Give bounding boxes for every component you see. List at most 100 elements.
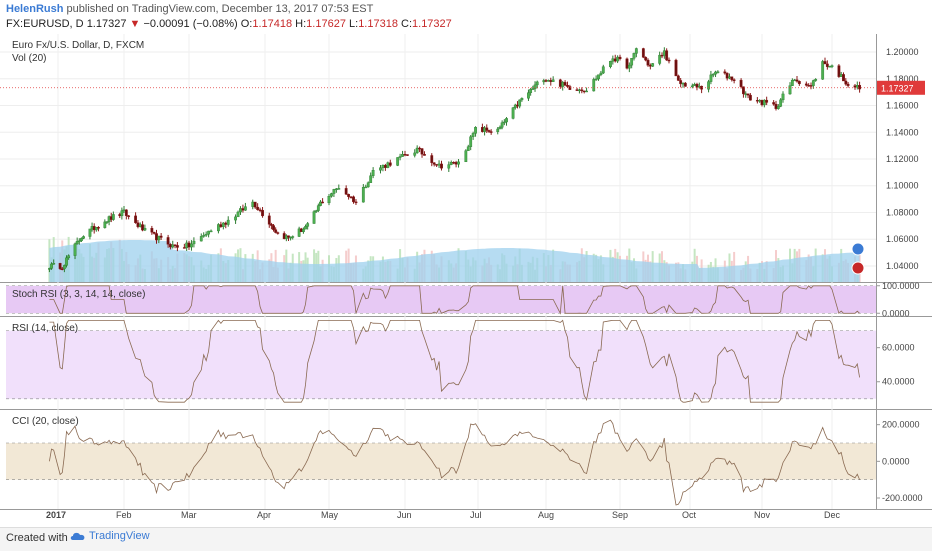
candle-body (807, 85, 811, 87)
candle-body (62, 265, 66, 270)
candle-body (746, 93, 750, 96)
candle-body (204, 233, 208, 236)
time-axis-label: Nov (754, 510, 771, 520)
candle-body (551, 79, 555, 82)
candle-body (681, 82, 685, 85)
candle-body (625, 58, 629, 69)
candle-body (454, 162, 458, 165)
candle-body (809, 85, 813, 87)
candle-body (561, 82, 565, 87)
candle-body (155, 233, 158, 241)
candle-body (423, 154, 426, 156)
candle-body (585, 90, 588, 93)
candle-body (814, 79, 818, 81)
candle-body (67, 255, 71, 259)
down-arrow-icon: ▼ (129, 18, 141, 30)
candle-body (632, 53, 636, 59)
candle-body (354, 201, 358, 204)
candle-body (594, 78, 598, 81)
candle-body (80, 238, 83, 242)
time-axis-label: Oct (682, 510, 697, 520)
time-axis-label: Sep (612, 510, 628, 520)
candle-body (558, 79, 562, 87)
candle-body (660, 54, 664, 57)
candle-body (709, 74, 713, 82)
candle-body (730, 76, 734, 80)
candle-body (762, 99, 766, 106)
candle-body (575, 89, 579, 91)
candle-body (136, 222, 140, 227)
symbol-label: FX:EURUSD, D (6, 18, 84, 30)
candle-body (97, 227, 100, 229)
candle-body (226, 219, 230, 225)
candle-body (776, 106, 780, 109)
candle-body (127, 215, 131, 217)
candle-body (420, 148, 424, 155)
candle-body (344, 188, 348, 195)
candle-body (520, 98, 524, 101)
tradingview-logo[interactable]: TradingView (70, 530, 150, 542)
candle-body (173, 244, 177, 246)
candle-body (291, 236, 295, 238)
candle-body (398, 156, 402, 158)
candle-body (287, 235, 290, 238)
time-axis-label: 2017 (46, 510, 66, 520)
candle-body (207, 230, 211, 235)
candle-body (251, 201, 255, 207)
candle-body (683, 82, 687, 87)
candle-body (527, 92, 530, 99)
tradingview-cloud-icon (70, 532, 85, 541)
candle-body (88, 228, 92, 237)
candle-body (261, 210, 264, 217)
candle-body (321, 201, 324, 204)
candle-body (695, 83, 699, 88)
price-tick-label: 1.08000 (886, 207, 919, 217)
candle-body (157, 235, 161, 241)
candle-body (790, 80, 794, 86)
candle-body (627, 64, 631, 69)
author-link[interactable]: HelenRush (6, 3, 64, 15)
candle-body (755, 100, 759, 102)
time-axis-label: Aug (538, 510, 554, 520)
candle-body (361, 187, 365, 203)
candle-body (641, 48, 645, 58)
candle-body (334, 188, 338, 191)
candle-body (111, 214, 115, 220)
oscillator-title: CCI (20, close) (12, 416, 79, 427)
volume-ma-area (49, 240, 860, 282)
candle-body (403, 153, 407, 156)
candle-body (529, 89, 533, 93)
candle-body (152, 231, 156, 234)
candle-body (518, 99, 522, 107)
candle-body (386, 162, 390, 168)
candle-body (150, 228, 154, 233)
chart-canvas[interactable]: 1.20000 1.18000 1.16000 1.14000 1.12000 1.100… (0, 34, 932, 527)
candle-body (568, 86, 572, 90)
price-tick-label: 1.18000 (886, 74, 919, 84)
candle-body (580, 89, 584, 92)
candle-body (505, 118, 508, 123)
oscillator-tick-label: 100.0000 (882, 281, 920, 291)
candle-body (546, 80, 550, 82)
candle-body (474, 127, 477, 134)
candle-body (531, 88, 535, 90)
candle-body (651, 63, 655, 67)
candle-body (379, 167, 382, 171)
candle-body (613, 58, 617, 62)
candle-body (804, 83, 808, 86)
candle-body (314, 210, 318, 212)
candle-body (449, 162, 453, 165)
candle-body (234, 216, 237, 221)
candle-body (432, 162, 436, 165)
price-tick-label: 1.12000 (886, 154, 919, 164)
candle-body (236, 211, 240, 218)
candle-body (644, 57, 648, 61)
oscillator-tick-label: 0.0000 (882, 456, 910, 466)
candle-body (440, 163, 443, 169)
candle-body (50, 263, 53, 269)
oscillator-tick-label: -200.0000 (882, 493, 923, 503)
candle-body (485, 127, 489, 131)
candle-body (842, 74, 845, 82)
candle-body (175, 245, 179, 248)
candle-body (187, 242, 191, 248)
